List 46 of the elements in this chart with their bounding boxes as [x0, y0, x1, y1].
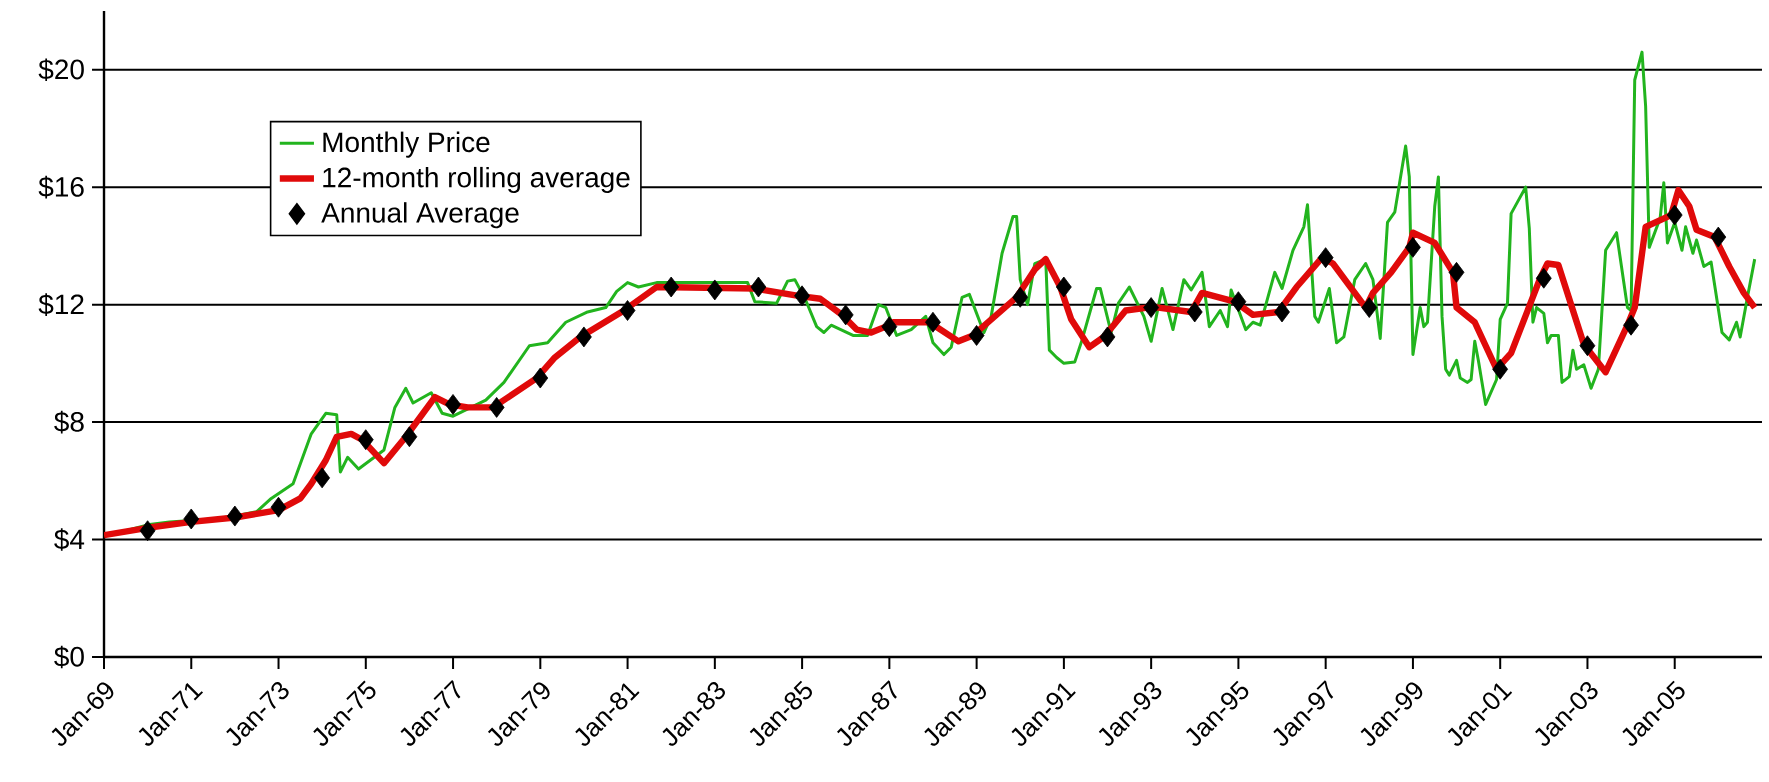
point — [1317, 247, 1334, 269]
point — [488, 397, 505, 418]
point — [576, 326, 592, 348]
point — [1535, 267, 1552, 289]
point — [750, 276, 767, 298]
point — [925, 311, 941, 333]
point — [1666, 204, 1683, 226]
y-tick-label: $8 — [54, 410, 84, 434]
point — [1361, 297, 1378, 318]
point — [183, 508, 200, 530]
point — [706, 279, 723, 301]
point — [445, 394, 461, 415]
point — [314, 467, 331, 489]
y-tick-label: $12 — [38, 293, 84, 316]
point — [401, 426, 418, 448]
y-tick-label: $4 — [54, 528, 85, 551]
point — [1404, 236, 1421, 258]
y-tick-label: $16 — [38, 175, 84, 199]
point — [1579, 335, 1596, 357]
point — [1099, 326, 1116, 348]
point — [1012, 286, 1029, 308]
point — [1186, 301, 1203, 323]
point — [1492, 358, 1509, 380]
y-tick-label: $0 — [54, 645, 84, 669]
point — [1710, 226, 1727, 248]
legend-label: Monthly Price — [323, 131, 490, 158]
point — [226, 505, 243, 527]
point — [1623, 314, 1639, 336]
point — [1055, 276, 1072, 298]
point — [1274, 301, 1290, 323]
point — [794, 285, 810, 307]
point — [881, 316, 898, 338]
point — [139, 520, 156, 542]
legend-label: Annual Average — [321, 202, 519, 229]
point — [532, 367, 549, 389]
y-tick-label: $20 — [38, 58, 84, 82]
point — [1230, 291, 1247, 313]
point — [663, 276, 680, 298]
point — [968, 325, 985, 346]
point — [357, 429, 374, 451]
point — [619, 300, 636, 321]
point — [1143, 297, 1159, 318]
point — [1448, 261, 1465, 283]
point — [270, 496, 287, 518]
point — [837, 304, 854, 326]
legend-label: 12-month rolling average — [323, 166, 630, 193]
